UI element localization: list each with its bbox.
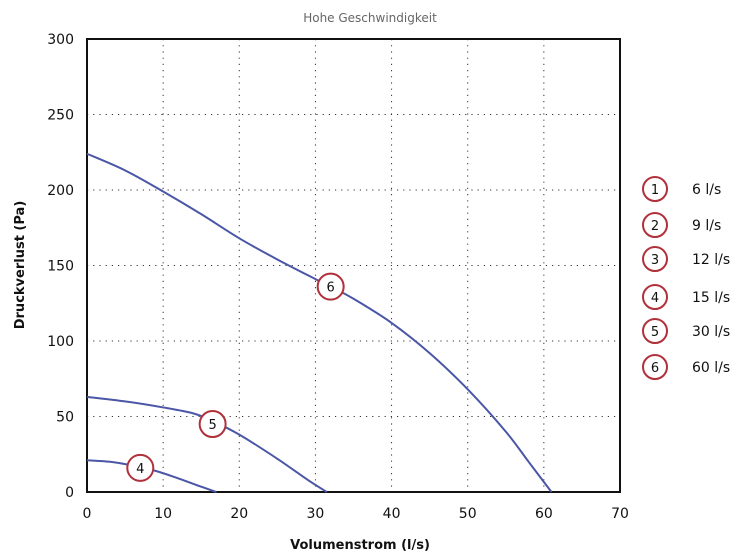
curve-marker-number: 4 (136, 462, 144, 477)
y-axis-ticks: 0 50 100 150 200 250 300 (47, 32, 74, 501)
legend-marker-number: 3 (651, 253, 659, 268)
curve-5 (86, 395, 328, 493)
legend-marker-ring (642, 176, 668, 202)
legend-marker-number: 6 (651, 361, 659, 376)
grid (87, 39, 620, 492)
y-tick-label: 200 (47, 183, 74, 199)
curve-4 (86, 459, 217, 493)
y-tick-label: 150 (47, 259, 74, 275)
curve-6 (86, 152, 553, 493)
x-axis-label: Volumenstrom (l/s) (290, 538, 430, 553)
curve-marker-ring (126, 453, 155, 482)
y-tick-label: 300 (47, 32, 74, 48)
y-tick-label: 50 (56, 410, 74, 426)
chart-title: Hohe Geschwindigkeit (303, 11, 437, 25)
y-tick-label: 0 (65, 485, 74, 501)
legend-item-1: 1 6 l/s (642, 176, 721, 202)
legend-marker-number: 4 (651, 291, 659, 306)
curve-marker-ring (198, 410, 227, 439)
curve-marker-number: 5 (208, 418, 216, 433)
legend-item-6: 6 60 l/s (642, 354, 730, 380)
legend-marker-ring (642, 354, 668, 380)
legend-marker-number: 5 (651, 325, 659, 340)
x-axis-ticks: 0 10 20 30 40 50 60 70 (83, 506, 629, 522)
curve-markers: 4 5 6 (126, 272, 345, 482)
legend-marker-ring (642, 284, 668, 310)
curve-marker-number: 6 (327, 281, 335, 296)
legend-marker-number: 2 (651, 219, 659, 234)
x-tick-label: 50 (459, 506, 477, 522)
legend-marker-ring (642, 246, 668, 272)
y-tick-label: 100 (47, 334, 74, 350)
curve-marker-6: 6 (316, 272, 345, 301)
legend-label: 15 l/s (692, 290, 730, 306)
legend-item-2: 2 9 l/s (642, 212, 721, 238)
legend-label: 60 l/s (692, 360, 730, 376)
x-tick-label: 70 (611, 506, 629, 522)
legend-item-4: 4 15 l/s (642, 284, 730, 310)
x-tick-label: 60 (535, 506, 553, 522)
x-tick-label: 0 (83, 506, 92, 522)
legend-label: 6 l/s (692, 182, 721, 198)
legend-marker-number: 1 (651, 183, 659, 198)
x-tick-label: 10 (154, 506, 172, 522)
x-tick-label: 20 (230, 506, 248, 522)
x-tick-label: 40 (383, 506, 401, 522)
x-tick-label: 30 (307, 506, 325, 522)
legend-marker-ring (642, 318, 668, 344)
curve-marker-ring (316, 272, 345, 301)
legend-label: 9 l/s (692, 218, 721, 234)
y-axis-label: Druckverlust (Pa) (13, 201, 28, 330)
legend-label: 12 l/s (692, 252, 730, 268)
legend-label: 30 l/s (692, 324, 730, 340)
curve-marker-5: 5 (198, 410, 227, 439)
y-tick-label: 250 (47, 108, 74, 124)
curve-marker-4: 4 (126, 453, 155, 482)
plot-frame (86, 38, 621, 493)
legend: 1 6 l/s 2 9 l/s 3 12 l/s 4 15 l/s 5 30 l/s 6 60 l/s (642, 176, 730, 380)
legend-item-3: 3 12 l/s (642, 246, 730, 272)
legend-item-5: 5 30 l/s (642, 318, 730, 344)
legend-marker-ring (642, 212, 668, 238)
curves (86, 152, 553, 493)
